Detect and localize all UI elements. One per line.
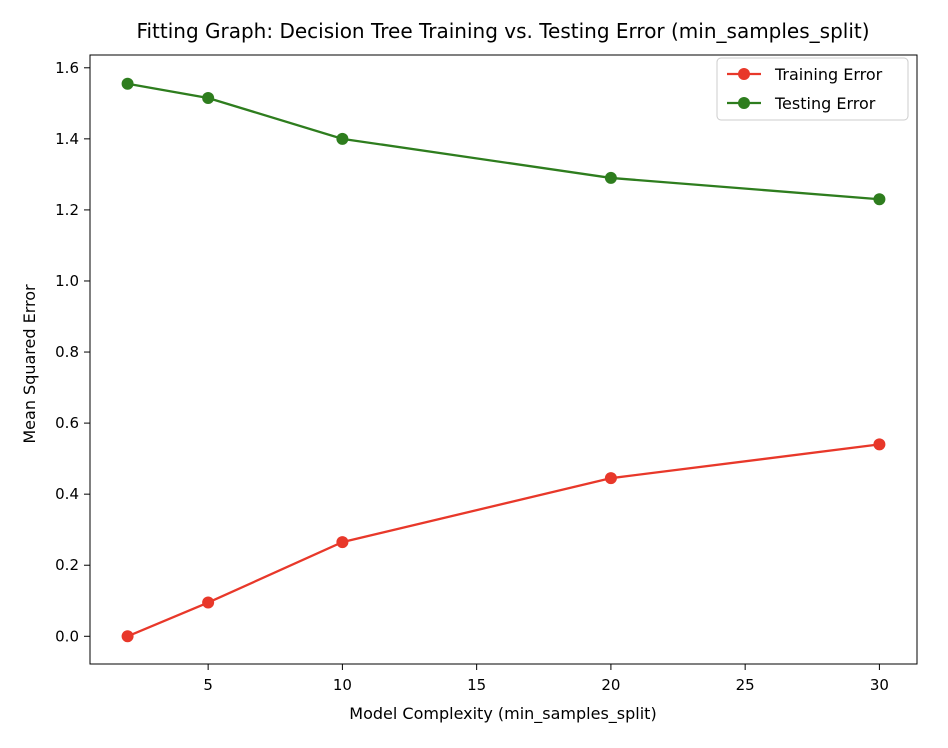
legend-marker-testing-error: [738, 97, 750, 109]
training-error-point: [336, 536, 349, 549]
y-tick-label: 1.2: [55, 201, 79, 219]
x-tick-label: 30: [870, 676, 889, 694]
training-error-point: [121, 630, 134, 643]
y-tick-label: 1.4: [55, 130, 79, 148]
testing-error-point: [604, 171, 617, 184]
legend: Training Error Testing Error: [716, 57, 909, 121]
legend-frame: [716, 57, 909, 121]
legend-marker-training-error: [738, 68, 750, 80]
y-tick-label: 0.6: [55, 414, 79, 432]
plot-area: 5 10 15 20 25 30 0.0 0.2 0.4 0.6 0.8 1.0 1.2 1.4 1.6: [55, 54, 918, 694]
y-tick-label: 0.4: [55, 485, 79, 503]
training-error-point: [202, 596, 215, 609]
training-error-point: [604, 472, 617, 485]
chart-title: Fitting Graph: Decision Tree Training vs…: [136, 19, 869, 43]
axes-frame: [89, 54, 918, 665]
x-axis-label: Model Complexity (min_samples_split): [349, 704, 656, 724]
testing-error-point: [873, 193, 886, 206]
x-tick-label: 25: [736, 676, 755, 694]
y-tick-label: 0.2: [55, 556, 79, 574]
training-error-point: [873, 438, 886, 451]
x-tick-label: 15: [467, 676, 486, 694]
testing-error-point: [121, 77, 134, 90]
y-tick-label: 0.0: [55, 627, 79, 645]
y-tick-label: 0.8: [55, 343, 79, 361]
y-tick-label: 1.6: [55, 59, 79, 77]
testing-error-point: [202, 91, 215, 104]
x-tick-label: 10: [333, 676, 352, 694]
y-tick-label: 1.0: [55, 272, 79, 290]
y-axis-label: Mean Squared Error: [20, 284, 39, 444]
training-error-line: [127, 443, 880, 638]
legend-label-testing-error: Testing Error: [774, 94, 876, 113]
legend-label-training-error: Training Error: [774, 65, 883, 84]
x-tick-label: 5: [203, 676, 213, 694]
x-tick-label: 20: [601, 676, 620, 694]
testing-error-point: [336, 132, 349, 145]
